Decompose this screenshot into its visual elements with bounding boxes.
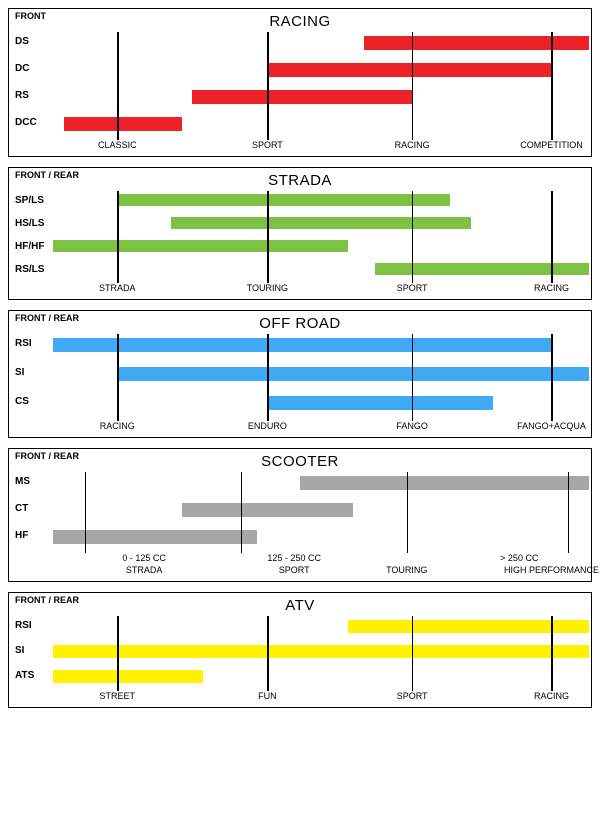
panel-scooter: FRONT / REARSCOOTER MS CT HF 0 - 125 CC 125 -… (8, 448, 592, 582)
bar-row: RS (53, 86, 589, 108)
x-tick-label-2: SPORT (279, 565, 310, 575)
panel-atv: FRONT / REARATV RSI SI ATS STREET FUN SPORT RAC… (8, 592, 592, 708)
row-label: CS (15, 396, 29, 407)
x-tick-label: RACING (395, 140, 430, 150)
range-bar (117, 194, 449, 206)
x-tick-label: RACING (534, 283, 569, 293)
range-bar (182, 503, 354, 517)
bar-row: RSI (53, 334, 589, 356)
x-tick-label: COMPETITION (520, 140, 583, 150)
range-bar (53, 530, 257, 544)
x-tick-label: STREET (100, 691, 136, 701)
corner-label: FRONT / REAR (15, 313, 79, 323)
x-tick-label: SPORT (397, 691, 428, 701)
row-label: ATS (15, 670, 34, 681)
x-tick-label: > 250 CC (500, 553, 538, 563)
row-label: DCC (15, 117, 37, 128)
panel-title: SCOOTER (9, 453, 591, 470)
bar-row: DS (53, 32, 589, 54)
bar-row: DCC (53, 113, 589, 135)
x-tick-label: RACING (100, 421, 135, 431)
bar-row: ATS (53, 666, 589, 686)
bar-row: DC (53, 59, 589, 81)
chart-area: RSI SI CS RACING ENDURO FANGO FANGO+ACQUA (53, 334, 589, 435)
range-bar (64, 117, 182, 131)
bar-row: RSI (53, 616, 589, 636)
row-label: MS (15, 476, 30, 487)
bar-row: HF (53, 526, 589, 548)
row-label: HF/HF (15, 241, 44, 252)
range-bar (53, 240, 348, 252)
x-tick-label: ENDURO (248, 421, 287, 431)
panel-title: OFF ROAD (9, 315, 591, 332)
range-bar (53, 645, 589, 658)
row-label: CT (15, 503, 28, 514)
x-axis: CLASSIC SPORT RACING COMPETITION (53, 140, 589, 154)
range-bar (192, 90, 412, 104)
panel-strada: FRONT / REARSTRADASP/LSHS/LSHF/HFRS/LSST… (8, 167, 592, 300)
x-tick-label: TOURING (247, 283, 288, 293)
panel-racing: FRONTRACINGDSDCRSDCCCLASSICSPORTRACINGCO… (8, 8, 592, 157)
bar-row: HF/HF (53, 237, 589, 255)
chart-area: MS CT HF 0 - 125 CC 125 - 250 CC > 250 CC STRA… (53, 472, 589, 579)
range-bar (267, 63, 551, 77)
row-label: SI (15, 645, 24, 656)
row-label: RSI (15, 338, 32, 349)
row-label: SI (15, 367, 24, 378)
corner-label: FRONT / REAR (15, 595, 79, 605)
row-label: DC (15, 63, 29, 74)
corner-label: FRONT / REAR (15, 451, 79, 461)
row-label: RS (15, 90, 29, 101)
bar-row: HS/LS (53, 214, 589, 232)
x-axis: RACING ENDURO FANGO FANGO+ACQUA (53, 421, 589, 435)
x-tick-label: SPORT (252, 140, 283, 150)
range-bar (364, 36, 589, 50)
range-bar (267, 396, 492, 410)
panel-title: ATV (9, 597, 591, 614)
panel-title: STRADA (9, 172, 591, 189)
panel-title: RACING (9, 13, 591, 30)
x-tick-label-2: STRADA (126, 565, 163, 575)
bar-row: CT (53, 499, 589, 521)
x-tick-label: FANGO (396, 421, 428, 431)
x-tick-label: STRADA (99, 283, 136, 293)
bar-row: SI (53, 641, 589, 661)
range-bar (300, 476, 589, 490)
row-label: RSI (15, 620, 32, 631)
panel-off-road: FRONT / REAROFF ROAD RSI SI CS RACING ENDURO F… (8, 310, 592, 438)
corner-label: FRONT / REAR (15, 170, 79, 180)
x-tick-label: 125 - 250 CC (267, 553, 321, 563)
row-label: SP/LS (15, 195, 44, 206)
range-bar (53, 338, 551, 352)
chart-area: SP/LS HS/LS HF/HF RS/LS STRADA TOURING SPORT RA… (53, 191, 589, 297)
bar-row: SI (53, 363, 589, 385)
x-axis: STRADA TOURING SPORT RACING (53, 283, 589, 297)
x-axis: STREET FUN SPORT RACING (53, 691, 589, 705)
x-tick-label-2: HIGH PERFORMANCE (504, 565, 599, 575)
row-label: DS (15, 36, 29, 47)
row-label: HF (15, 530, 28, 541)
range-bar (53, 670, 203, 683)
range-bar (171, 217, 471, 229)
x-tick-label: CLASSIC (98, 140, 137, 150)
chart-area: DS DC RS DCC CLASSIC SPORT RACING COMPETITION (53, 32, 589, 154)
corner-label: FRONT (15, 11, 46, 21)
bar-row: MS (53, 472, 589, 494)
x-axis: 0 - 125 CC 125 - 250 CC > 250 CC STRADA SPOR… (53, 553, 589, 579)
x-tick-label: FANGO+ACQUA (517, 421, 586, 431)
range-bar (117, 367, 589, 381)
range-bar (348, 620, 589, 633)
range-bar (375, 263, 589, 275)
x-tick-label: FUN (258, 691, 277, 701)
bar-row: CS (53, 392, 589, 414)
x-tick-label: RACING (534, 691, 569, 701)
bar-row: SP/LS (53, 191, 589, 209)
bar-row: RS/LS (53, 260, 589, 278)
x-tick-label: SPORT (397, 283, 428, 293)
row-label: HS/LS (15, 218, 44, 229)
x-tick-label: 0 - 125 CC (122, 553, 166, 563)
chart-area: RSI SI ATS STREET FUN SPORT RACING (53, 616, 589, 705)
row-label: RS/LS (15, 264, 44, 275)
x-tick-label-2: TOURING (386, 565, 427, 575)
